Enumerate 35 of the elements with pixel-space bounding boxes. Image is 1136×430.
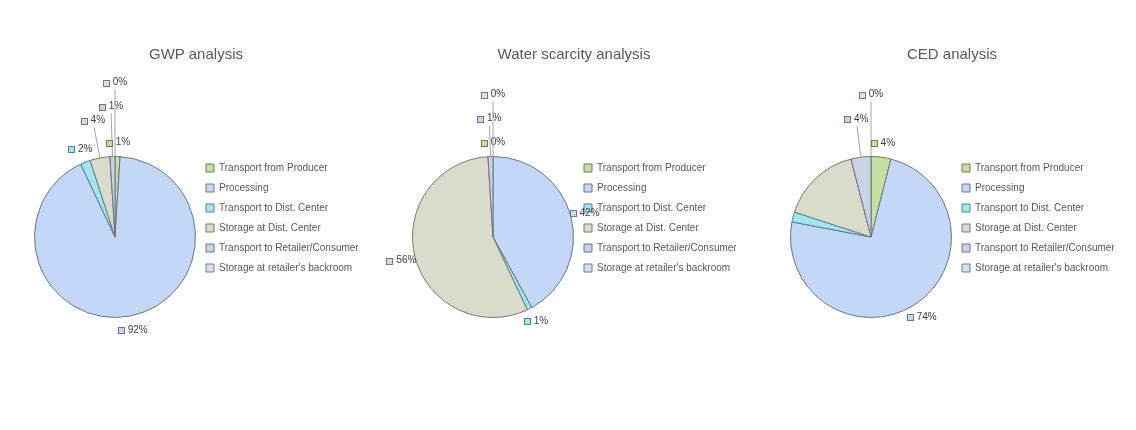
legend-label: Transport to Retailer/Consumer — [597, 241, 738, 253]
chart-title: GWP analysis — [149, 45, 243, 63]
legend-label: Storage at retailer's backroom — [975, 261, 1109, 273]
legend-label: Storage at retailer's backroom — [219, 261, 353, 273]
text: 0% — [490, 136, 506, 148]
legend-label: Transport to Retailer/Consumer — [219, 241, 360, 253]
data-label: 2% — [77, 142, 93, 154]
data-label: 1% — [487, 112, 502, 124]
legend-label: Storage at Dist. Center — [597, 221, 700, 233]
legend-label: Processing — [597, 181, 647, 193]
data-label: 4% — [90, 114, 106, 126]
data-label: 56% — [396, 254, 417, 266]
text: 0% — [868, 88, 884, 100]
legend-label: Transport to Dist. Center — [975, 201, 1085, 213]
chart-title: CED analysis — [906, 45, 998, 63]
data-label: 4% — [853, 113, 869, 125]
legend-label: Storage at retailer's backroom — [597, 261, 731, 273]
legend-label: Transport to Retailer/Consumer — [975, 241, 1116, 253]
legend-label: Storage at Dist. Center — [975, 221, 1078, 233]
text: 0% — [112, 76, 128, 88]
data-label: 4% — [880, 137, 896, 148]
data-label: 1% — [115, 136, 131, 148]
data-label: 74% — [916, 310, 937, 322]
legend-label: Processing — [219, 181, 269, 193]
legend-label: Storage at Dist. Center — [219, 221, 322, 233]
data-label: 92% — [127, 323, 148, 335]
data-label: 1% — [533, 314, 549, 326]
legend-label: Transport from Producer — [597, 161, 707, 173]
legend-label: Transport to Dist. Center — [219, 201, 329, 213]
legend-label: Transport from Producer — [975, 161, 1085, 173]
data-label: 1% — [108, 100, 124, 112]
legend-label: Transport from Producer — [219, 161, 329, 173]
text: 0% — [490, 88, 506, 100]
chart-title: Water scarcity analysis — [497, 45, 651, 63]
legend-label: Processing — [975, 181, 1025, 193]
